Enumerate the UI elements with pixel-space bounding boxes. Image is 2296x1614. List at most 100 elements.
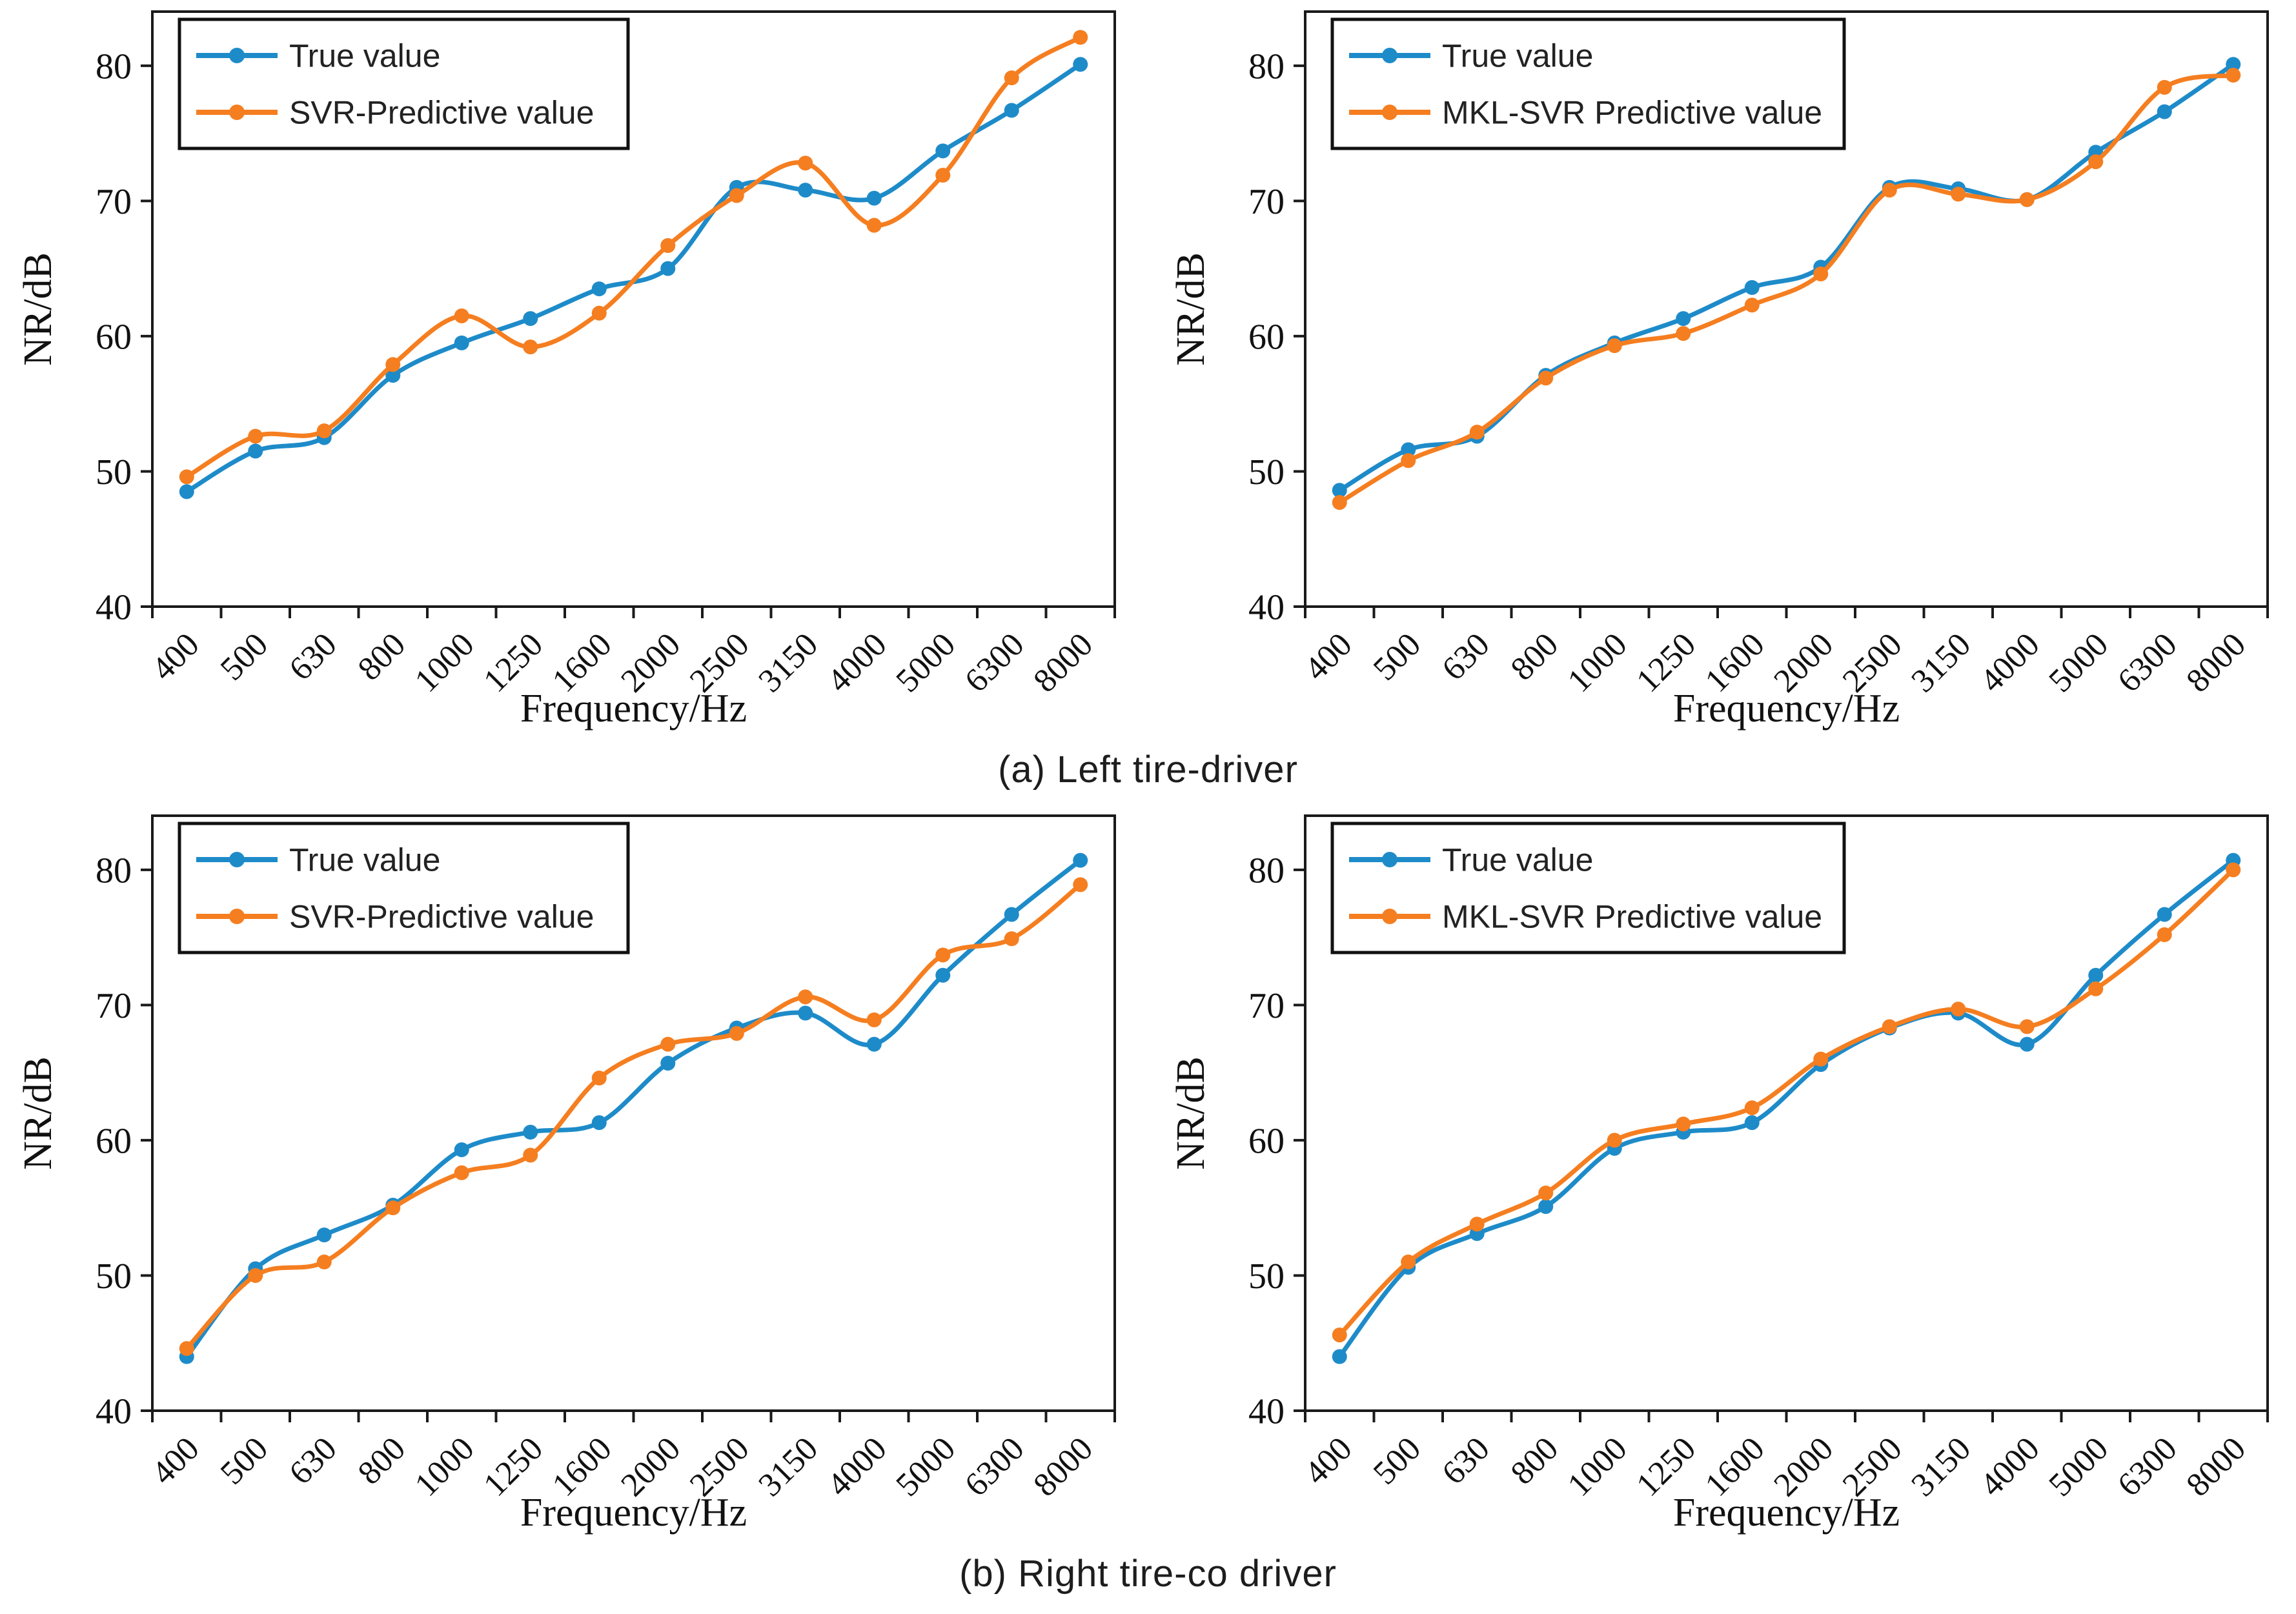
data-point-marker bbox=[1607, 338, 1622, 354]
data-point-marker bbox=[729, 188, 744, 203]
legend-label: True value bbox=[1442, 842, 1593, 878]
data-point-marker bbox=[1332, 483, 1347, 498]
data-point-marker bbox=[1675, 311, 1691, 327]
x-tick-label: 6300 bbox=[2110, 626, 2184, 700]
x-axis: 400 500 630 8001000125016002000250031504000… bbox=[1297, 607, 2269, 700]
data-point-marker bbox=[179, 469, 194, 485]
data-point-marker bbox=[1950, 187, 1966, 202]
data-point-marker bbox=[591, 1071, 607, 1086]
x-axis: 400 500 630 8001000125016002000250031504000… bbox=[145, 607, 1116, 700]
y-axis: 40 50 60 70 80 bbox=[1248, 851, 1305, 1432]
data-point-marker bbox=[1813, 1051, 1828, 1067]
x-tick-label: 4000 bbox=[1973, 1430, 2046, 1504]
data-point-marker bbox=[1072, 852, 1088, 868]
y-tick-label: 60 bbox=[1248, 318, 1285, 358]
legend-label: SVR-Predictive value bbox=[289, 95, 594, 131]
x-tick-label: 800 bbox=[1503, 626, 1565, 687]
data-point-marker bbox=[935, 168, 950, 183]
y-tick-label: 80 bbox=[96, 46, 132, 86]
x-tick-label: 6300 bbox=[957, 1430, 1031, 1504]
legend-box bbox=[178, 822, 629, 954]
data-point-marker bbox=[385, 357, 400, 372]
legend: True value SVR-Predictive value bbox=[178, 822, 629, 954]
data-point-marker bbox=[1072, 57, 1088, 72]
x-tick-label: 1000 bbox=[407, 1430, 481, 1504]
legend: True value MKL-SVR Predictive value bbox=[1330, 822, 1845, 954]
y-tick-label: 70 bbox=[96, 986, 132, 1026]
data-point-marker bbox=[454, 1142, 469, 1158]
y-tick-label: 40 bbox=[96, 588, 132, 628]
y-tick-label: 50 bbox=[96, 452, 132, 492]
y-tick-label: 70 bbox=[96, 182, 132, 222]
y-axis: 40 50 60 70 80 bbox=[96, 851, 152, 1432]
legend-marker bbox=[1381, 48, 1397, 63]
y-tick-label: 60 bbox=[96, 1122, 132, 1162]
data-point-marker bbox=[866, 1012, 882, 1027]
data-point-marker bbox=[247, 443, 263, 459]
data-point-marker bbox=[2225, 57, 2240, 72]
x-tick-label: 500 bbox=[1366, 1430, 1427, 1491]
x-tick-label: 4000 bbox=[1973, 626, 2046, 700]
legend-box bbox=[1330, 822, 1845, 954]
legend-marker bbox=[1381, 105, 1397, 120]
data-point-marker bbox=[866, 190, 882, 206]
legend: True value SVR-Predictive value bbox=[178, 17, 629, 150]
y-tick-label: 80 bbox=[96, 851, 132, 891]
data-point-marker bbox=[2157, 907, 2172, 922]
data-point-marker bbox=[797, 1005, 813, 1021]
data-point-marker bbox=[316, 1227, 332, 1243]
data-point-marker bbox=[1882, 1019, 1897, 1034]
data-point-marker bbox=[1469, 1216, 1485, 1232]
x-tick-label: 4000 bbox=[820, 1430, 893, 1504]
data-point-marker bbox=[935, 947, 950, 963]
data-point-marker bbox=[1744, 1100, 1760, 1116]
data-point-marker bbox=[1950, 1002, 1966, 1017]
data-point-marker bbox=[247, 429, 263, 444]
data-point-marker bbox=[660, 1055, 675, 1071]
data-point-marker bbox=[935, 143, 950, 159]
x-axis: 400 500 630 8001000125016002000250031504000… bbox=[145, 1411, 1116, 1504]
legend-marker bbox=[1381, 852, 1397, 867]
y-tick-label: 80 bbox=[1248, 46, 1285, 86]
x-axis-title: Frequency/Hz bbox=[520, 687, 746, 731]
y-axis-title: NR/dB bbox=[1169, 252, 1213, 366]
data-point-marker bbox=[1882, 183, 1897, 198]
x-tick-label: 5000 bbox=[2042, 626, 2115, 700]
data-point-marker bbox=[797, 989, 813, 1005]
x-tick-label: 800 bbox=[350, 1430, 412, 1491]
series-predictive-value bbox=[179, 877, 1088, 1357]
row-left-tire-driver: 40 50 60 70 80 400 500 630 800 1000 1250 1600 2000 25… bbox=[0, 0, 2296, 742]
data-point-marker bbox=[591, 281, 607, 297]
legend-marker bbox=[229, 909, 245, 924]
data-point-marker bbox=[2088, 154, 2103, 170]
legend-label: MKL-SVR Predictive value bbox=[1442, 899, 1822, 935]
y-tick-label: 70 bbox=[1248, 182, 1285, 222]
data-point-marker bbox=[1072, 30, 1088, 45]
data-point-marker bbox=[866, 217, 882, 233]
legend-marker bbox=[229, 852, 245, 867]
legend-marker bbox=[229, 105, 245, 120]
x-tick-label: 630 bbox=[1435, 626, 1496, 687]
legend-label: True value bbox=[1442, 38, 1593, 74]
data-point-marker bbox=[1400, 442, 1416, 458]
data-point-marker bbox=[2157, 927, 2172, 942]
data-point-marker bbox=[591, 305, 607, 321]
series-predictive-value bbox=[1332, 862, 2240, 1343]
data-point-marker bbox=[522, 1124, 538, 1140]
data-point-marker bbox=[522, 311, 538, 327]
x-tick-label: 5000 bbox=[889, 1430, 962, 1504]
data-point-marker bbox=[2225, 862, 2240, 878]
x-tick-label: 630 bbox=[282, 1430, 343, 1491]
y-axis: 40 50 60 70 80 bbox=[1248, 46, 1305, 628]
x-tick-label: 1000 bbox=[1560, 626, 1634, 700]
x-tick-label: 3150 bbox=[1904, 1430, 1978, 1504]
data-point-marker bbox=[1332, 1349, 1347, 1364]
data-point-marker bbox=[1675, 1116, 1691, 1132]
data-point-marker bbox=[2225, 67, 2240, 83]
y-tick-label: 40 bbox=[1248, 588, 1285, 628]
data-point-marker bbox=[660, 1036, 675, 1052]
chart-left-tire-driver-mklsvr: 40 50 60 70 80 400 500 630 800 1000 1250 1600 2000 25… bbox=[1166, 0, 2283, 742]
x-tick-label: 400 bbox=[1297, 1430, 1359, 1491]
